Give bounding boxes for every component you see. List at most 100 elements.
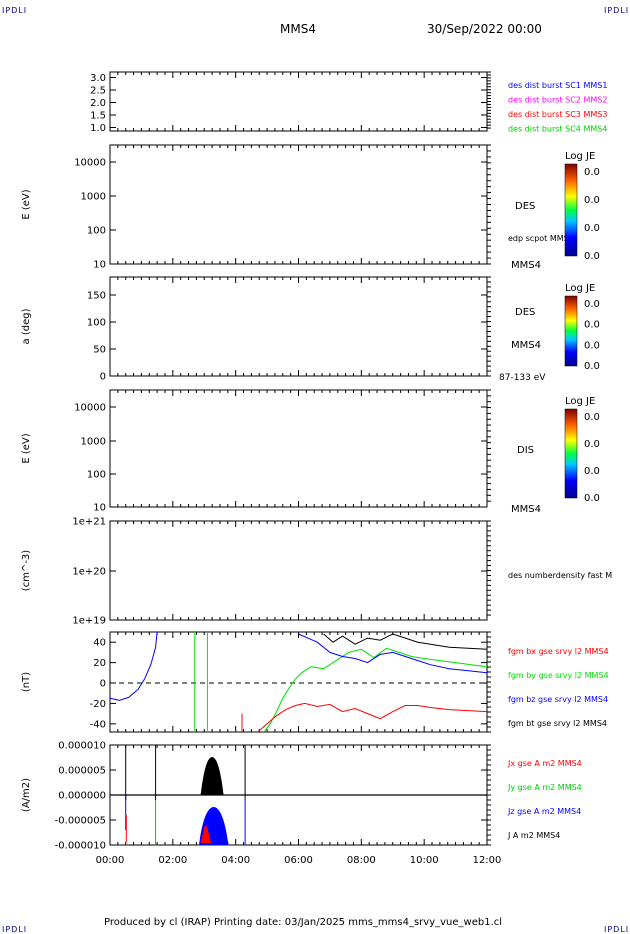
p3-ytick-label: 0 — [100, 372, 106, 383]
p7-legend-item: Jx gse A m2 MMS4 — [507, 759, 582, 768]
p2-side-label: DES — [515, 201, 535, 212]
p7-burst — [200, 825, 212, 843]
p2-ylabel: E (eV) — [21, 189, 32, 219]
p4-colorbar-tick: 0.0 — [584, 493, 600, 504]
p2-side-label: edp scpot MMS4 — [508, 234, 574, 243]
p6-ytick-label: 20 — [93, 658, 106, 669]
p7-xtick-label: 04:00 — [221, 855, 250, 866]
p7-xtick-label: 02:00 — [158, 855, 187, 866]
p6-series-line — [257, 702, 488, 733]
p2-colorbar-tick: 0.0 — [584, 223, 600, 234]
p5-ytick-label: 1e+20 — [72, 567, 106, 578]
p5-frame — [109, 520, 488, 621]
p3-colorbar-tick: 0.0 — [584, 299, 600, 310]
p4-ytick-label: 100 — [87, 470, 106, 481]
p1-legend-item: des dist burst SC1 MMS1 — [508, 81, 607, 90]
p7-ytick-label: 0.000000 — [58, 791, 106, 802]
p5-ytick-label: 1e+19 — [72, 616, 106, 627]
p3-side-label: 87-133 eV — [499, 373, 546, 383]
corner-label-top-right: IPDLI — [604, 6, 630, 15]
p7-ylabel: (A/m2) — [21, 778, 32, 812]
p1-ytick-label: 3.0 — [90, 73, 106, 84]
p4-colorbar-tick: 0.0 — [584, 439, 600, 450]
p6-ytick-label: -20 — [90, 699, 106, 710]
p6-legend-item: fgm bt gse srvy l2 MMS4 — [508, 719, 607, 728]
p3-ytick-label: 100 — [87, 318, 106, 329]
p7-xtick-label: 10:00 — [410, 855, 439, 866]
p3-colorbar — [564, 295, 578, 367]
p1-ytick-label: 2.0 — [90, 98, 106, 109]
p3-frame — [109, 276, 488, 377]
p3-ytick-label: 150 — [87, 291, 106, 302]
spacecraft-title: MMS4 — [280, 22, 316, 36]
p1-frame — [109, 71, 488, 132]
p4-colorbar-tick: 0.0 — [584, 466, 600, 477]
p3-ytick-label: 50 — [93, 345, 106, 356]
p2-colorbar-tick: 0.0 — [584, 195, 600, 206]
p1-ytick-label: 2.5 — [90, 86, 106, 97]
p2-ytick-label: 100 — [87, 226, 106, 237]
p4-ylabel: E (eV) — [21, 433, 32, 463]
p4-ytick-label: 1000 — [81, 437, 106, 448]
date-title: 30/Sep/2022 00:00 — [427, 22, 542, 36]
p2-colorbar-title: Log JE — [565, 151, 595, 162]
p1-legend-item: des dist burst SC2 MMS2 — [508, 96, 607, 105]
p7-ytick-label: 0.000005 — [58, 766, 106, 777]
p7-xtick-label: 08:00 — [347, 855, 376, 866]
p6-legend-item: fgm bz gse srvy l2 MMS4 — [508, 695, 608, 704]
p3-side-label: MMS4 — [511, 340, 541, 351]
p1-ytick-label: 1.0 — [90, 123, 106, 134]
p4-colorbar-title: Log JE — [565, 396, 595, 407]
p3-colorbar-tick: 0.0 — [584, 361, 600, 372]
p4-frame — [109, 389, 488, 508]
p3-colorbar-title: Log JE — [565, 283, 595, 294]
p4-ytick-label: 10000 — [74, 403, 106, 414]
p6-series-line — [323, 633, 488, 650]
p5-ylabel: (cm^-3) — [21, 550, 32, 591]
p6-ylabel: (nT) — [21, 672, 32, 692]
p7-ytick-label: -0.000005 — [55, 816, 106, 827]
p2-colorbar-tick: 0.0 — [584, 251, 600, 262]
p6-series-line — [298, 633, 488, 674]
footer-info: Produced by cl (IRAP) Printing date: 03/… — [104, 917, 503, 928]
p6-series-line — [109, 631, 158, 701]
p6-legend-item: fgm bx gse srvy l2 MMS4 — [508, 647, 609, 656]
p2-colorbar — [564, 163, 578, 257]
p7-xtick-label: 00:00 — [96, 855, 125, 866]
p3-colorbar-tick: 0.0 — [584, 340, 600, 351]
corner-label-bottom-right: IPDLI — [604, 925, 630, 934]
p2-colorbar-tick: 0.0 — [584, 167, 600, 178]
p4-side-label: DIS — [517, 445, 534, 456]
p6-ytick-label: 0 — [100, 679, 106, 690]
p2-ytick-label: 10 — [93, 260, 106, 271]
p4-colorbar — [564, 408, 578, 499]
p3-ylabel: a (deg) — [21, 308, 32, 344]
p6-series-line — [263, 647, 488, 733]
p4-colorbar-tick: 0.0 — [584, 412, 600, 423]
p7-ytick-label: 0.000010 — [58, 741, 106, 752]
p6-ytick-label: 40 — [93, 638, 106, 649]
p5-legend-item: des numberdensity fast M — [508, 571, 612, 580]
p7-xtick-label: 06:00 — [284, 855, 313, 866]
corner-label-top-left: IPDLI — [2, 6, 28, 15]
p7-legend-item: J A m2 MMS4 — [507, 831, 560, 840]
p5-ytick-label: 1e+21 — [72, 517, 106, 528]
p2-frame — [109, 144, 488, 265]
corner-label-bottom-left: IPDLI — [2, 925, 28, 934]
p6-legend-item: fgm by gse srvy l2 MMS4 — [508, 671, 609, 680]
p1-legend-item: des dist burst SC4 MMS4 — [508, 125, 607, 134]
p7-xtick-label: 12:00 — [473, 855, 502, 866]
p2-ytick-label: 1000 — [81, 192, 106, 203]
p7-ytick-label: -0.000010 — [55, 841, 106, 852]
p1-ytick-label: 1.5 — [90, 111, 106, 122]
p4-ytick-label: 10 — [93, 503, 106, 514]
p7-burst — [200, 757, 224, 796]
p3-colorbar-tick: 0.0 — [584, 320, 600, 331]
p7-legend-item: Jy gse A m2 MMS4 — [507, 783, 582, 792]
p3-side-label: DES — [515, 307, 535, 318]
p6-frame — [109, 631, 488, 733]
p4-side-label: MMS4 — [511, 504, 541, 515]
p1-legend-item: des dist burst SC3 MMS3 — [508, 110, 607, 119]
p7-legend-item: Jz gse A m2 MMS4 — [507, 807, 581, 816]
